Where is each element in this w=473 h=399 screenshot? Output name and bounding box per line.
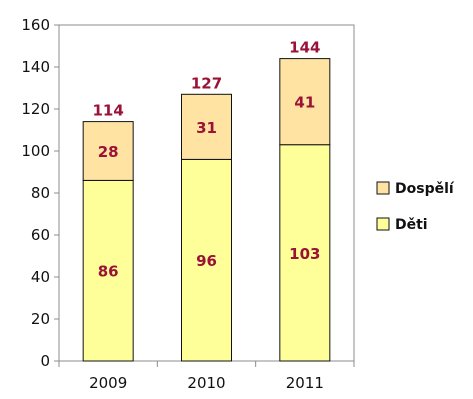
y-tick-label: 40	[31, 268, 50, 286]
bar-segment	[279, 58, 331, 146]
y-tick-label: 120	[21, 100, 50, 118]
y-tick-label: 100	[21, 142, 50, 160]
bar-segment	[181, 93, 232, 160]
y-tick-label: 20	[31, 310, 50, 328]
legend-swatch	[376, 217, 390, 231]
bar-segment	[82, 179, 134, 362]
bar-segment	[82, 121, 134, 181]
x-tick-label: 2010	[187, 374, 225, 392]
total-label: 114	[93, 102, 124, 120]
x-tick-label: 2011	[286, 374, 324, 392]
y-tick-label: 80	[31, 184, 50, 202]
bar-segment	[181, 158, 232, 362]
total-label: 144	[289, 39, 320, 57]
data-label: 103	[289, 245, 320, 263]
y-tick-label: 140	[21, 58, 50, 76]
data-label: 86	[98, 263, 119, 281]
y-tick-label: 0	[40, 352, 50, 370]
y-tick-label: 60	[31, 226, 50, 244]
legend-label: Děti	[395, 217, 428, 233]
legend-label: Dospělí	[395, 181, 455, 197]
data-label: 28	[98, 143, 119, 161]
data-label: 96	[196, 252, 217, 270]
legend-swatch	[376, 181, 390, 195]
y-tick-label: 160	[21, 16, 50, 34]
total-label: 127	[191, 74, 222, 92]
bar-segment	[279, 144, 331, 362]
data-label: 41	[294, 94, 315, 112]
x-tick-label: 2009	[89, 374, 127, 392]
data-label: 31	[196, 119, 217, 137]
